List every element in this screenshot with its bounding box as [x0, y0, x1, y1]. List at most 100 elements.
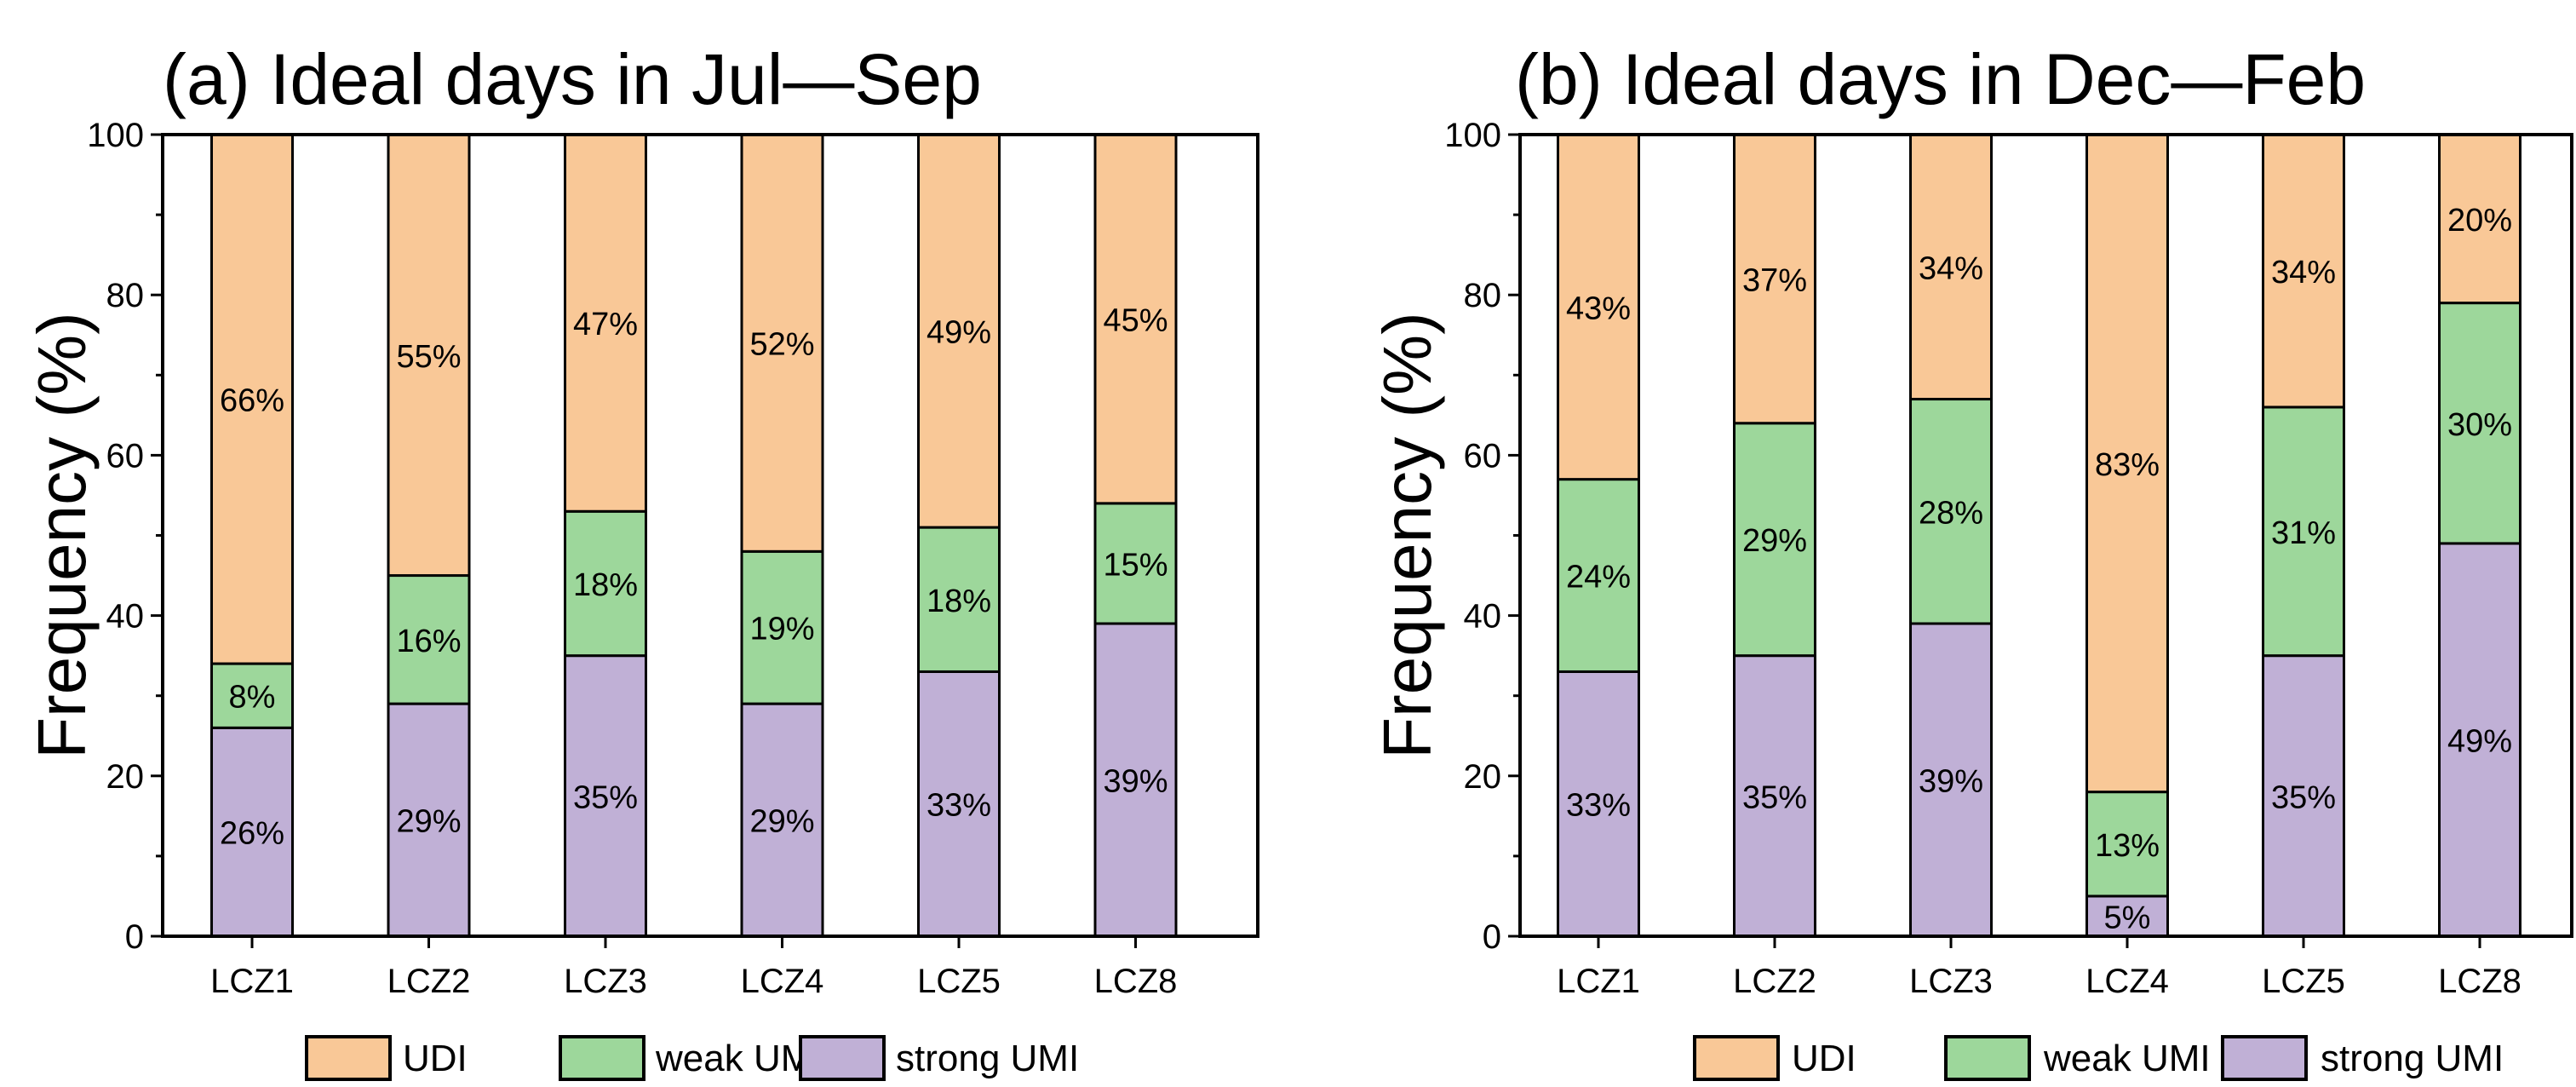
y-tick-label: 0 — [125, 918, 144, 956]
data-label: 30% — [2447, 407, 2512, 443]
x-tick-label: LCZ4 — [741, 963, 824, 1000]
data-label: 39% — [1103, 764, 1168, 800]
x-tick-label: LCZ3 — [1909, 963, 1993, 1000]
data-label: 83% — [2095, 447, 2160, 483]
plot-frame — [1518, 133, 2573, 938]
data-label: 31% — [2271, 515, 2336, 551]
bar-strong-umi-lcz3 — [1909, 622, 1993, 938]
data-label: 19% — [749, 612, 814, 647]
data-label: 35% — [1742, 779, 1807, 815]
legend-label: weak UMI — [655, 1038, 823, 1079]
chart-title: (a) Ideal days in Jul—Sep — [163, 39, 982, 119]
data-label: 28% — [1919, 495, 1983, 531]
bar-strong-umi-lcz1 — [210, 726, 294, 938]
data-label: 49% — [2447, 723, 2512, 759]
bar-strong-umi-lcz5 — [2262, 654, 2345, 938]
data-label: 35% — [2271, 779, 2336, 815]
data-label: 26% — [220, 816, 284, 852]
data-label: 49% — [927, 315, 991, 351]
y-tick-label: 40 — [106, 598, 145, 636]
data-label: 55% — [396, 339, 461, 375]
data-label: 29% — [1742, 523, 1807, 559]
data-label: 33% — [927, 788, 991, 824]
bar-udi-lcz3 — [564, 133, 647, 513]
bar-strong-umi-lcz3 — [564, 654, 647, 938]
bar-udi-lcz2 — [1733, 133, 1816, 425]
legend-label: weak UMI — [2043, 1038, 2211, 1079]
y-axis-label: Frequency (%) — [24, 312, 100, 759]
data-label: 24% — [1566, 560, 1631, 595]
y-tick-label: 60 — [1464, 437, 1502, 474]
data-label: 29% — [396, 804, 461, 840]
data-label: 43% — [1566, 290, 1631, 326]
data-label: 13% — [2095, 828, 2160, 864]
data-label: 35% — [573, 779, 638, 815]
x-tick-label: LCZ2 — [387, 963, 471, 1000]
bar-udi-lcz4 — [740, 133, 824, 553]
legend-label: UDI — [403, 1038, 468, 1079]
bar-udi-lcz5 — [2262, 133, 2345, 409]
y-tick-label: 20 — [106, 758, 145, 796]
y-tick-label: 60 — [106, 437, 145, 474]
chart-panel-b: (b) Ideal days in Dec—Feb Frequency (%) 33… — [1369, 39, 2573, 1081]
bar-weak-umi-lcz8 — [2438, 302, 2521, 545]
y-tick-label: 80 — [106, 277, 145, 314]
y-tick-label: 0 — [1483, 918, 1501, 956]
x-tick-label: LCZ5 — [917, 963, 1001, 1000]
bar-strong-umi-lcz2 — [1733, 654, 1816, 938]
data-label: 18% — [927, 584, 991, 619]
x-tick-label: LCZ3 — [564, 963, 647, 1000]
bar-weak-umi-lcz2 — [387, 574, 471, 705]
x-tick-label: LCZ4 — [2085, 963, 2169, 1000]
bar-weak-umi-lcz8 — [1093, 502, 1178, 625]
y-axis-label: Frequency (%) — [1369, 312, 1445, 759]
y-tick-label: 100 — [1444, 117, 1501, 154]
bar-udi-lcz3 — [1909, 133, 1993, 401]
bar-weak-umi-lcz3 — [1909, 398, 1993, 625]
bar-weak-umi-lcz5 — [2262, 405, 2345, 658]
legend-swatch-udi — [305, 1035, 392, 1081]
y-tick-label: 100 — [87, 117, 144, 154]
bar-strong-umi-lcz8 — [1093, 622, 1178, 938]
data-label: 66% — [220, 383, 284, 419]
x-tick-label: LCZ5 — [2262, 963, 2345, 1000]
y-tick-label: 80 — [1464, 277, 1502, 314]
legend-swatch-udi — [1693, 1035, 1780, 1081]
x-tick-label: LCZ8 — [1094, 963, 1178, 1000]
data-label: 37% — [1742, 262, 1807, 298]
data-label: 5% — [2104, 900, 2151, 935]
data-label: 45% — [1103, 302, 1168, 338]
bar-weak-umi-lcz4 — [740, 549, 824, 705]
data-label: 34% — [2271, 255, 2336, 290]
bar-udi-lcz5 — [917, 133, 1001, 529]
y-tick-label: 20 — [1464, 758, 1502, 796]
data-label: 34% — [1919, 250, 1983, 286]
data-label: 29% — [749, 804, 814, 840]
data-label: 52% — [749, 327, 814, 363]
x-tick-label: LCZ8 — [2438, 963, 2521, 1000]
data-label: 39% — [1919, 764, 1983, 800]
data-label: 20% — [2447, 203, 2512, 239]
y-tick-label: 40 — [1464, 598, 1502, 636]
bar-strong-umi-lcz2 — [387, 702, 471, 938]
data-label: 16% — [396, 624, 461, 659]
x-tick-label: LCZ2 — [1733, 963, 1816, 1000]
plot-frame — [161, 133, 1259, 938]
legend-swatch-weak-umi — [559, 1035, 645, 1081]
bar-weak-umi-lcz3 — [564, 509, 647, 658]
bar-udi-lcz2 — [387, 133, 471, 578]
data-label: 33% — [1566, 788, 1631, 824]
bar-weak-umi-lcz1 — [210, 662, 294, 729]
bar-udi-lcz8 — [1093, 133, 1178, 505]
legend-label: strong UMI — [896, 1038, 1079, 1079]
x-tick-label: LCZ1 — [1557, 963, 1640, 1000]
bar-strong-umi-lcz1 — [1557, 670, 1640, 938]
bar-weak-umi-lcz2 — [1733, 422, 1816, 658]
data-label: 15% — [1103, 547, 1168, 583]
legend-swatch-weak-umi — [1944, 1035, 2031, 1081]
bar-udi-lcz1 — [1557, 133, 1640, 481]
data-label: 18% — [573, 567, 638, 603]
data-label: 8% — [229, 680, 276, 716]
chart-title: (b) Ideal days in Dec—Feb — [1515, 39, 2366, 119]
